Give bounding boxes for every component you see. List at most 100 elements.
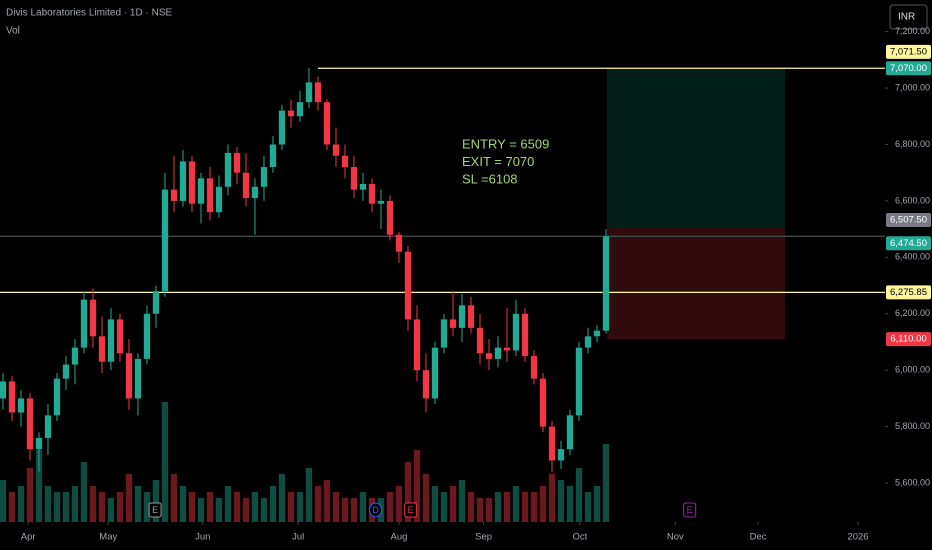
candle-body bbox=[98, 336, 106, 362]
volume-bar bbox=[44, 486, 52, 522]
event-badge[interactable] bbox=[404, 502, 418, 518]
volume-bar bbox=[143, 492, 151, 522]
candle-body bbox=[71, 347, 79, 365]
volume-bar bbox=[503, 492, 511, 522]
candle-body bbox=[17, 398, 25, 413]
x-tick-label: Aug bbox=[391, 532, 408, 543]
candle-body bbox=[593, 330, 601, 337]
currency-label[interactable]: INR bbox=[898, 12, 915, 23]
y-tick-label: 6,400.00 bbox=[895, 252, 930, 262]
candle-body bbox=[305, 82, 313, 103]
y-tick-label: 7,200.00 bbox=[895, 26, 930, 36]
volume-bar bbox=[188, 492, 196, 522]
price-tag bbox=[886, 236, 931, 251]
candle-body bbox=[8, 381, 16, 413]
x-tick-label: Jul bbox=[292, 532, 304, 543]
event-label[interactable]: E bbox=[408, 505, 414, 515]
stop-zone bbox=[606, 226, 786, 340]
volume-bar bbox=[539, 486, 547, 522]
volume-bar bbox=[170, 474, 178, 522]
volume-bar bbox=[548, 474, 556, 522]
y-tick-label: 6,000.00 bbox=[895, 365, 930, 375]
currency-button[interactable] bbox=[889, 4, 928, 30]
volume-bar bbox=[422, 474, 430, 522]
candle-body bbox=[332, 144, 340, 156]
candle-body bbox=[296, 102, 304, 117]
volume-bar bbox=[269, 486, 277, 522]
candle-body bbox=[341, 155, 349, 168]
volume-bar bbox=[494, 492, 502, 522]
volume-bar bbox=[260, 498, 268, 522]
event-label[interactable]: D bbox=[372, 505, 379, 515]
volume-bar bbox=[449, 486, 457, 522]
candle-body bbox=[233, 152, 241, 173]
volume-bar bbox=[26, 468, 34, 522]
volume-bar bbox=[8, 492, 16, 522]
candle-body bbox=[278, 110, 286, 145]
x-tick-label: Jun bbox=[195, 532, 210, 543]
x-tick-label: Sep bbox=[475, 532, 492, 543]
volume-bar bbox=[314, 486, 322, 522]
candle-body bbox=[314, 82, 322, 103]
candle-body bbox=[431, 347, 439, 399]
candle-body bbox=[602, 236, 610, 331]
volume-bar bbox=[287, 492, 295, 522]
volume-bar bbox=[116, 492, 124, 522]
x-tick-label: 2026 bbox=[847, 532, 868, 543]
candle-body bbox=[440, 319, 448, 348]
volume-bar bbox=[602, 444, 610, 522]
y-tick-label: 5,600.00 bbox=[895, 477, 930, 487]
event-badge[interactable] bbox=[683, 502, 697, 518]
price-tag-label: 6,507.50 bbox=[890, 215, 927, 226]
price-tag bbox=[886, 61, 931, 76]
y-tick-label: 7,000.00 bbox=[895, 82, 930, 92]
x-tick-label: Nov bbox=[667, 532, 684, 543]
candle-body bbox=[287, 110, 295, 117]
volume-bar bbox=[359, 492, 367, 522]
volume-bar bbox=[233, 492, 241, 522]
candle-body bbox=[359, 183, 367, 190]
volume-bar bbox=[575, 468, 583, 522]
price-tag-label: 7,070.00 bbox=[890, 63, 927, 74]
candle-body bbox=[350, 167, 358, 190]
candle-body bbox=[422, 370, 430, 399]
candle-body bbox=[485, 353, 493, 359]
volume-bar bbox=[512, 486, 520, 522]
candle-body bbox=[521, 313, 529, 357]
candle-body bbox=[395, 234, 403, 252]
volume-bar bbox=[152, 480, 160, 522]
event-badge[interactable] bbox=[148, 502, 162, 518]
event-label[interactable]: E bbox=[687, 505, 693, 515]
event-badge[interactable] bbox=[369, 502, 383, 518]
y-tick-label: 5,800.00 bbox=[895, 421, 930, 431]
target-zone bbox=[606, 68, 786, 227]
candle-body bbox=[206, 178, 214, 213]
candle-body bbox=[458, 305, 466, 328]
volume-bar bbox=[242, 498, 250, 522]
candle-body bbox=[476, 327, 484, 354]
volume-bar bbox=[89, 486, 97, 522]
volume-bar bbox=[206, 492, 214, 522]
candle-body bbox=[413, 319, 421, 371]
volume-bar bbox=[71, 486, 79, 522]
candle-body bbox=[125, 353, 133, 399]
volume-bar bbox=[197, 498, 205, 522]
volume-bar bbox=[179, 486, 187, 522]
volume-bar bbox=[458, 480, 466, 522]
volume-bar bbox=[323, 480, 331, 522]
price-tag bbox=[886, 212, 931, 227]
candle-body bbox=[89, 299, 97, 337]
volume-bar bbox=[476, 498, 484, 522]
price-tag bbox=[886, 332, 931, 347]
price-tag-label: 6,110.00 bbox=[890, 334, 926, 345]
volume-bar bbox=[521, 492, 529, 522]
candle-body bbox=[260, 167, 268, 187]
price-tag bbox=[886, 285, 931, 300]
volume-bar bbox=[35, 450, 43, 522]
volume-bar bbox=[62, 492, 70, 522]
candle-body bbox=[44, 415, 52, 438]
candle-body bbox=[35, 437, 43, 450]
price-axis-panel bbox=[885, 0, 932, 550]
event-label[interactable]: E bbox=[152, 505, 158, 515]
